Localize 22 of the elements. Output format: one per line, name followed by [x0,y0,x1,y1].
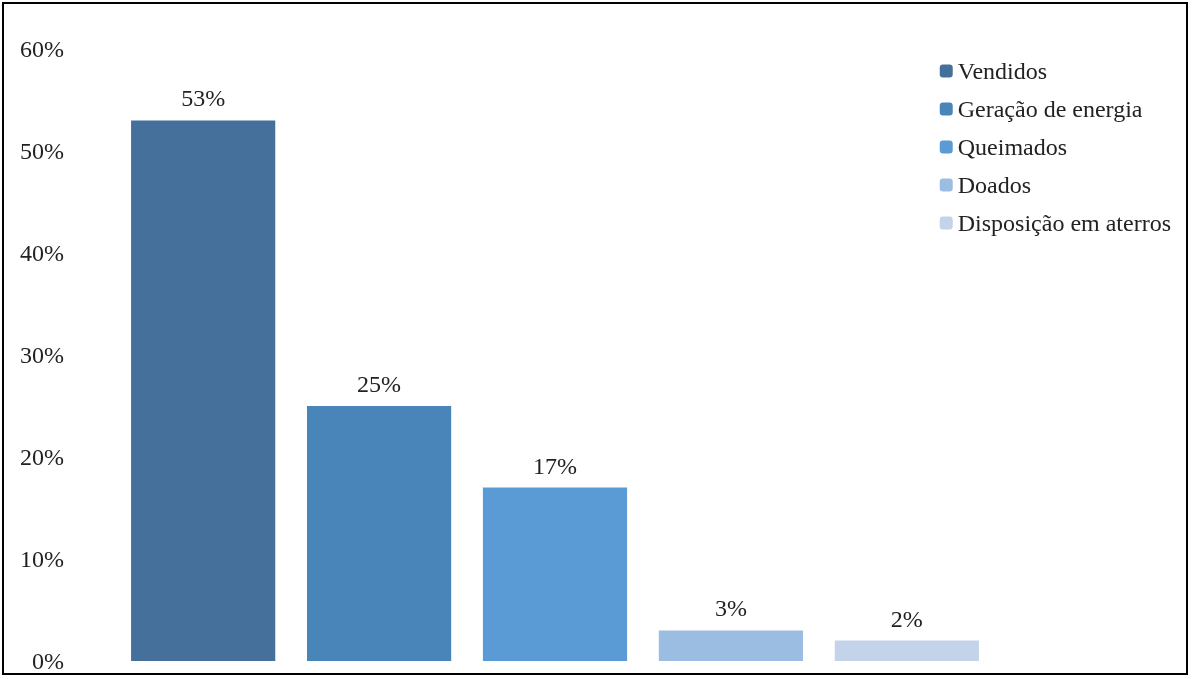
data-label: 17% [533,452,577,479]
legend-label: Disposição em aterros [957,210,1172,236]
y-tick-label: 30% [20,342,64,368]
legend-label: Geração de energia [957,96,1143,122]
data-label: 3% [714,595,747,622]
bar [834,640,979,661]
legend-label: Vendidos [957,58,1048,84]
y-tick-label: 60% [20,36,64,62]
y-tick-label: 50% [20,138,64,164]
legend-label: Queimados [957,134,1068,160]
bar [131,120,276,661]
y-tick-label: 10% [20,546,64,572]
bar [482,487,628,661]
data-label: 25% [357,371,402,397]
legend-label: Doados [957,172,1032,198]
bar [306,406,452,661]
y-tick-label: 20% [20,444,64,470]
y-tick-label: 40% [20,240,64,266]
data-label: 53% [181,85,226,112]
y-tick-label: 0% [32,648,64,674]
data-label: 2% [890,605,923,632]
bar [658,630,804,661]
